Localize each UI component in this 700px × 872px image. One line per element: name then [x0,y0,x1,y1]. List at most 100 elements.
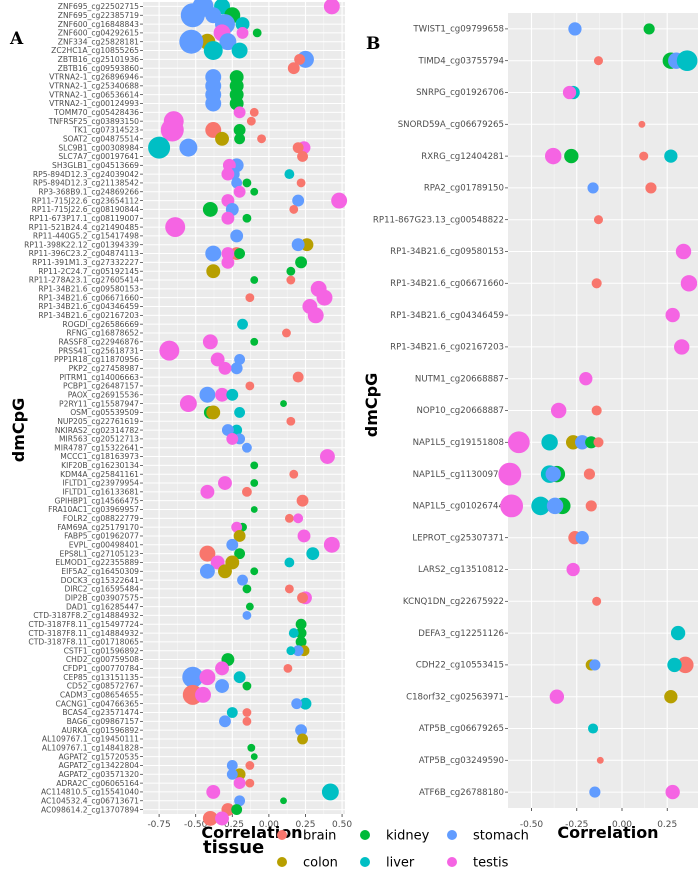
y-tick-label: GPIHBP1_cg14566475 [55,496,140,505]
point-stomach [226,768,238,780]
point-testis [323,536,340,553]
point-liver [288,628,299,638]
point-brain [202,810,218,826]
point-brain [282,328,291,338]
legend-key-stomach [447,830,457,840]
y-tick-label: NAP1L5_cg11300971 [413,470,504,480]
y-tick-label: ZBTB16_cg25101936 [58,55,140,64]
point-kidney [250,567,259,576]
legend-label-liver: liver [386,856,415,871]
y-tick-label: RP11-398K22.12_cg01394339 [24,240,139,249]
point-stomach [242,442,252,453]
point-liver [676,50,698,72]
y-tick-label: VTRNA2-1_cg00124993 [49,99,139,108]
y-tick-label: PCBP1_cg26487157 [63,382,139,391]
point-brain [292,371,304,383]
point-testis [218,476,232,490]
y-tick-label: RP11-867G23.13_cg00548822 [373,215,504,225]
point-kidney [234,248,246,259]
y-tick-label: RP1-34B21.6_cg09580153 [390,247,504,257]
point-stomach [575,435,590,450]
point-stomach [199,386,216,403]
y-tick-label: SNRPG_cg01926706 [416,88,504,98]
point-kidney [643,23,655,35]
point-testis [160,118,184,142]
point-testis [218,361,232,375]
point-brain [284,584,294,594]
point-brain [199,545,216,562]
point-brain [245,778,255,788]
point-stomach [221,424,234,437]
y-tick-label: ATP5B_cg06679265 [419,724,504,734]
point-stomach [231,177,243,189]
point-stomach [234,354,246,365]
y-tick-label: FRA10AC1_cg03969957 [48,505,139,514]
y-tick-label: TWIST1_cg09799658 [412,25,504,35]
y-tick-label: RASSF8_cg22946876 [59,338,140,347]
y-tick-label: RP11-278A23.1_cg27605414 [29,276,139,285]
point-brain [249,107,259,117]
point-testis [307,307,324,324]
point-testis [665,784,680,800]
point-testis [233,106,246,119]
y-tick-label: DIRC2_cg16595484 [64,585,139,594]
panel-a-plot: -0.75 -0.50 -0.25 0.00 0.25 0.50 ZNF695_cg2250… [24,0,352,830]
y-tick-label: RP11-391M1.3_cg27332227 [32,258,139,267]
point-brain [638,120,646,128]
point-brain [287,62,300,75]
y-tick-label: ZNF600_cg04292615 [58,29,139,38]
point-liver [231,42,248,59]
y-tick-label: AGPAT2_cg03571320 [58,770,139,779]
point-kidney [231,804,243,816]
legend-key-liver [360,857,370,867]
y-tick-label: ELMOD1_cg22355889 [55,558,139,567]
point-kidney [202,201,218,217]
point-stomach [230,362,243,375]
y-tick-label: CD52_cg08572767 [67,682,139,691]
legend-label-colon: colon [303,856,338,871]
point-stomach [215,679,229,693]
point-liver [203,41,223,61]
point-brain [592,596,602,606]
point-kidney [252,28,262,38]
panel-a-x-axis-title: Correlation [201,823,302,842]
y-tick-label: C18orf32_cg02563971 [406,692,504,702]
point-testis [562,85,577,100]
point-testis [200,484,215,499]
y-tick-label: ZNF695_cg22385719 [58,11,139,20]
legend-label-stomach: stomach [473,829,529,844]
x-tick-label: -0.50 [184,820,208,830]
x-tick-label: 0.25 [295,820,315,830]
y-tick-label: RP11-440G5.2_cg15417498 [33,232,139,241]
y-tick-label: RP1-34B21.6_cg02167203 [390,343,504,353]
point-testis [221,211,235,225]
point-brain [677,656,694,674]
point-brain [286,275,296,285]
y-tick-label: EPS8L1_cg27105123 [59,549,139,558]
point-kidney [250,753,258,761]
y-tick-label: DEFA3_cg12251126 [418,629,504,639]
point-stomach [199,563,215,579]
y-tick-label: ZNF334_cg25828181 [58,37,139,46]
point-stomach [205,95,222,112]
y-tick-label: PITRM1_cg14006663 [59,373,139,382]
point-testis [500,494,524,518]
point-brain [591,405,602,416]
point-testis [236,26,249,39]
y-tick-label: RP1-34B21.6_cg04346459 [390,311,504,321]
y-tick-label: VTRNA2-1_cg25340688 [49,82,139,91]
point-kidney [280,400,287,407]
point-brain [593,215,603,225]
point-kidney [295,636,307,648]
y-tick-label: RP11-2C24.7_cg05192145 [38,267,139,276]
point-brain [292,142,304,154]
point-testis [231,521,243,533]
y-tick-label: ATF6B_cg26788180 [419,788,504,798]
point-testis [195,686,211,703]
point-colon [297,733,308,745]
point-liver [284,557,295,568]
y-tick-label: RPA2_cg01789150 [424,184,504,194]
point-testis [331,192,348,209]
y-tick-label: LEPROT_cg25307371 [412,533,504,543]
point-brain [286,416,296,426]
